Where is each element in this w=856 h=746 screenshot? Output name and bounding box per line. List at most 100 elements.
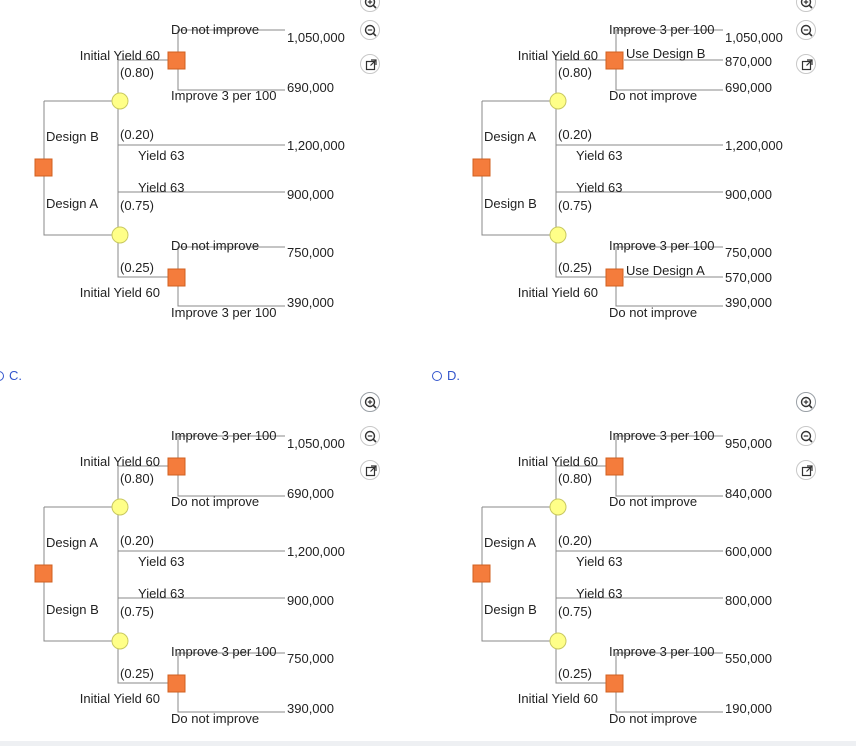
design-branch-label-2: Design B — [484, 196, 537, 211]
option-label-bottom-2: Improve 3 per 100 — [171, 305, 277, 320]
zoom-in-icon-glyph — [800, 0, 813, 9]
payoff-value: 190,000 — [725, 701, 772, 716]
zoom-in-button-d[interactable] — [796, 392, 816, 412]
option-c-radio[interactable] — [0, 370, 4, 381]
zoom-out-button-1[interactable] — [360, 20, 380, 40]
branch-line — [177, 277, 285, 307]
payoff-value: 550,000 — [725, 651, 772, 666]
branch-line — [555, 235, 606, 278]
chance-node-upper — [111, 498, 129, 516]
yield-label-mid: Yield 63 — [138, 148, 185, 163]
option-d-label: D. — [447, 368, 460, 383]
chance-node-upper — [549, 92, 567, 110]
yield-label-top: Initial Yield 60 — [518, 48, 598, 63]
option-label-bottom-2: Do not improve — [171, 711, 259, 726]
zoom-out-icon-glyph — [800, 430, 813, 443]
branch-line — [177, 60, 285, 91]
bottom-divider — [0, 741, 856, 746]
decision-node-lower — [167, 674, 186, 693]
option-c-label: C. — [9, 368, 22, 383]
payoff-value: 750,000 — [287, 651, 334, 666]
option-label-bottom-1: Improve 3 per 100 — [609, 238, 715, 253]
payoff-value: 900,000 — [725, 187, 772, 202]
zoom-in-button-2[interactable] — [796, 0, 816, 12]
branch-line — [555, 191, 723, 235]
design-branch-label-2: Design B — [484, 602, 537, 617]
probability-label-top: (0.80) — [120, 471, 154, 486]
branch-line — [177, 683, 285, 713]
payoff-value: 750,000 — [287, 245, 334, 260]
branch-line — [117, 507, 285, 552]
popout-button-d[interactable] — [796, 460, 816, 480]
zoom-out-button-c[interactable] — [360, 426, 380, 446]
external-link-icon-glyph — [801, 465, 813, 477]
root-decision-node — [472, 564, 491, 583]
popout-button-2[interactable] — [796, 54, 816, 74]
decision-node-lower — [167, 268, 186, 287]
decision-tree-d: Design A Design B Initial Yield 60 (0.80) (0… — [472, 428, 772, 726]
chance-node-upper — [549, 498, 567, 516]
decision-node-upper — [167, 457, 186, 476]
probability-label-bottom: (0.25) — [120, 666, 154, 681]
branch-line — [117, 465, 168, 507]
option-label-top-mid: Use Design B — [626, 46, 705, 61]
chance-node-lower — [549, 226, 567, 244]
zoom-in-button-1[interactable] — [360, 0, 380, 12]
popout-button-c[interactable] — [360, 460, 380, 480]
branch-line — [555, 641, 606, 684]
zoom-out-button-d[interactable] — [796, 426, 816, 446]
branch-line — [615, 60, 723, 91]
option-c[interactable]: C. — [0, 368, 22, 383]
payoff-value: 1,200,000 — [725, 138, 783, 153]
probability-label-bottom: (0.25) — [558, 666, 592, 681]
payoff-value: 840,000 — [725, 486, 772, 501]
probability-label-mid: (0.20) — [120, 127, 154, 142]
decision-node-upper — [167, 51, 186, 70]
option-label-top-2: Do not improve — [171, 494, 259, 509]
root-decision-node — [472, 158, 491, 177]
option-label-top-2: Do not improve — [609, 494, 697, 509]
payoff-value: 1,200,000 — [287, 544, 345, 559]
probability-label-top: (0.80) — [558, 471, 592, 486]
yield-label-lower: Yield 63 — [138, 586, 185, 601]
external-link-icon-glyph — [801, 59, 813, 71]
decision-node-lower — [605, 674, 624, 693]
yield-label-bottom: Initial Yield 60 — [518, 691, 598, 706]
probability-label-mid: (0.20) — [558, 127, 592, 142]
probability-label-mid: (0.20) — [120, 533, 154, 548]
zoom-in-button-c[interactable] — [360, 392, 380, 412]
probability-label-lower: (0.75) — [558, 604, 592, 619]
design-branch-label-1: Design A — [484, 129, 536, 144]
chance-node-lower — [111, 632, 129, 650]
branch-line — [117, 191, 285, 235]
option-label-top-2: Do not improve — [609, 88, 697, 103]
probability-label-bottom: (0.25) — [120, 260, 154, 275]
branch-line — [555, 101, 723, 146]
decision-node-upper — [605, 457, 624, 476]
payoff-value: 800,000 — [725, 593, 772, 608]
decision-tree-c: Design A Design B Initial Yield 60 (0.80) (0… — [34, 428, 345, 726]
branch-line — [117, 235, 168, 278]
payoff-value: 870,000 — [725, 54, 772, 69]
yield-label-top: Initial Yield 60 — [80, 454, 160, 469]
option-label-bottom-2: Do not improve — [609, 711, 697, 726]
popout-button-1[interactable] — [360, 54, 380, 74]
yield-label-mid: Yield 63 — [576, 148, 623, 163]
probability-label-top: (0.80) — [120, 65, 154, 80]
zoom-out-button-2[interactable] — [796, 20, 816, 40]
design-branch-label-1: Design A — [484, 535, 536, 550]
yield-label-lower: Yield 63 — [576, 586, 623, 601]
option-label-bottom-1: Improve 3 per 100 — [171, 644, 277, 659]
payoff-value: 390,000 — [725, 295, 772, 310]
design-branch-label-2: Design A — [46, 196, 98, 211]
external-link-icon-glyph — [365, 59, 377, 71]
payoff-value: 1,050,000 — [287, 30, 345, 45]
zoom-out-icon-glyph — [364, 430, 377, 443]
payoff-value: 600,000 — [725, 544, 772, 559]
yield-label-bottom: Initial Yield 60 — [518, 285, 598, 300]
branch-line — [117, 641, 168, 684]
option-d-radio[interactable] — [432, 370, 442, 381]
branch-line — [555, 507, 723, 552]
option-d[interactable]: D. — [432, 368, 460, 383]
payoff-value: 690,000 — [725, 80, 772, 95]
